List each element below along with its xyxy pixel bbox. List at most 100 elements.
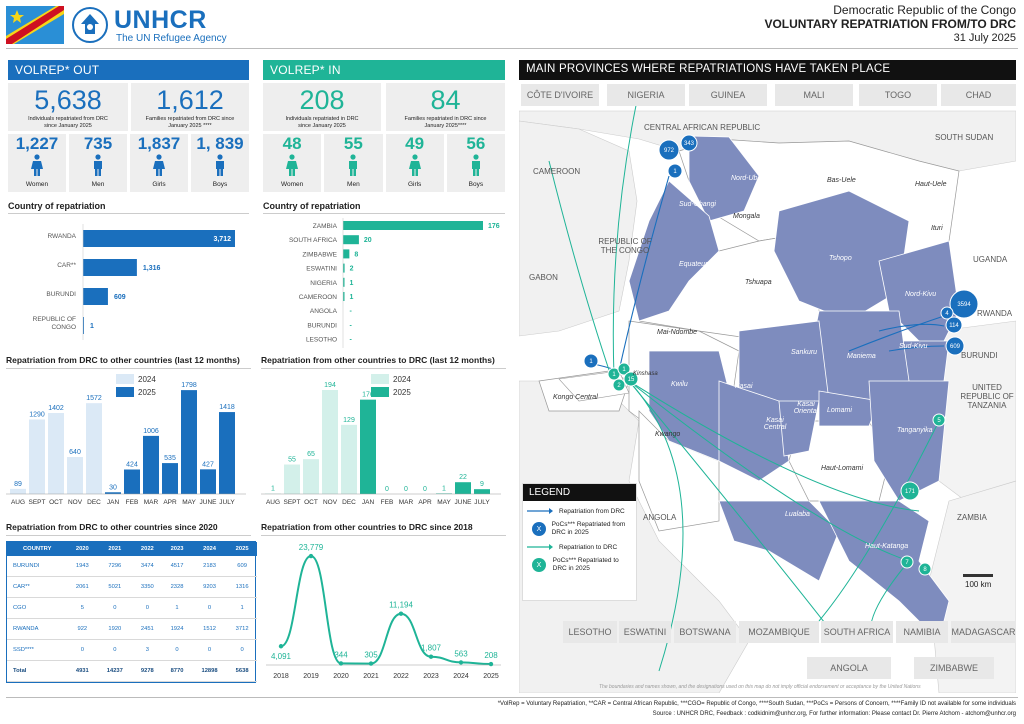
- header-country: Democratic Republic of the Congo: [833, 3, 1016, 17]
- bar-category-label: ANGOLA: [310, 308, 338, 315]
- table-header-cell: 2021: [97, 542, 133, 556]
- bar-value-label: 1: [271, 485, 275, 492]
- footer-source: Source : UNHCR DRC, Feedback : codkidnim…: [652, 711, 1016, 717]
- table-header-row: COUNTRY 2020 2021 2022 2023 2024 2025: [7, 542, 257, 556]
- legend-swatch: [371, 387, 389, 397]
- map-bubble: 343: [684, 141, 695, 147]
- x-tick-label: NOV: [323, 499, 338, 506]
- demo-label: Boys: [212, 181, 228, 188]
- demo-label: Women: [25, 181, 49, 188]
- neighbour-label: ANGOLA: [643, 513, 677, 522]
- legend-item: Repatriation from DRC: [527, 507, 632, 515]
- bar-value-label: 640: [69, 449, 81, 456]
- demo-value: 49: [405, 134, 425, 153]
- out-individuals-label: Individuals repatriated from DRC since J…: [28, 116, 108, 129]
- demo-girls: 1,837 Girls: [130, 134, 188, 192]
- province-label: Mai-Ndombe: [657, 329, 698, 336]
- bar: [474, 489, 490, 494]
- demo-value: 1,227: [15, 134, 59, 153]
- neighbour-label: ZAMBIA: [957, 513, 987, 522]
- province-label: Haut-Lomami: [821, 465, 864, 472]
- province-label: Kasai Central: [763, 417, 787, 431]
- person-icon: [191, 154, 249, 181]
- bar: [162, 463, 178, 494]
- demo-label: Boys: [468, 181, 484, 188]
- table-cell: 1316: [227, 576, 257, 598]
- x-tick-label: JUNE: [200, 499, 218, 506]
- x-tick-label: OCT: [49, 499, 63, 506]
- table-header-cell: 2025: [227, 542, 257, 556]
- bar-value-label: 30: [109, 484, 117, 491]
- x-tick-label: AUG: [11, 499, 25, 506]
- province-label: Nord-Kivu: [905, 291, 937, 298]
- footer-divider: [6, 697, 1018, 698]
- x-tick-label: DEC: [342, 499, 356, 506]
- neighbour-label: BURUNDI: [961, 351, 998, 360]
- map-bubble: 171: [905, 489, 916, 495]
- table-cell: 5638: [227, 660, 257, 682]
- bar: [343, 263, 345, 273]
- neighbour-label: GABON: [529, 273, 558, 282]
- person-icon: [386, 154, 444, 181]
- bar: [181, 390, 197, 494]
- person-icon: [447, 154, 505, 181]
- province-label: Kasai Oriental: [793, 401, 819, 415]
- table-cell: 3474: [132, 556, 163, 577]
- table-cell: 2328: [162, 576, 192, 598]
- bar-value-label: 1402: [48, 405, 64, 412]
- bar-value-label: 1418: [219, 404, 235, 411]
- table-header-cell: COUNTRY: [7, 542, 68, 556]
- demo-women: 48 Women: [263, 134, 322, 192]
- x-tick-label: JULY: [474, 499, 490, 506]
- map-bubble: 15: [628, 377, 635, 383]
- map-disclaimer: The boundaries and names shown, and the …: [599, 684, 921, 690]
- demo-value: 48: [282, 134, 302, 153]
- x-tick-label: 2022: [393, 673, 409, 680]
- bar-category-label: CAMEROON: [299, 294, 338, 301]
- legend-title: LEGEND: [523, 484, 636, 501]
- x-tick-label: JAN: [362, 499, 375, 506]
- bar: [343, 235, 359, 245]
- bar: [343, 277, 345, 287]
- drc-flag: [6, 6, 64, 44]
- bar: [83, 317, 84, 334]
- legend-label: Repatriation from DRC: [559, 507, 625, 515]
- bar-category-label: BURUNDI: [307, 322, 337, 329]
- map-bubble: 5: [937, 418, 941, 424]
- bar-value-label: -: [350, 308, 353, 315]
- neighbour-label: RWANDA: [977, 309, 1013, 318]
- legend-label: PoCs*** Repatriated from DRC in 2025: [551, 521, 626, 536]
- out-table: COUNTRY 2020 2021 2022 2023 2024 2025 BURUNDI 19…: [7, 542, 257, 682]
- map-bubble: 972: [664, 148, 675, 154]
- table-cell: 12898: [191, 660, 228, 682]
- out-families-value: 1,612: [156, 85, 224, 115]
- data-point: [398, 611, 404, 616]
- province-label: Lomami: [827, 407, 852, 414]
- demo-boys: 56 Boys: [446, 134, 505, 192]
- table-cell: 1512: [191, 618, 228, 640]
- header-divider: [6, 48, 1018, 49]
- x-tick-label: APR: [163, 499, 177, 506]
- bar: [143, 435, 159, 494]
- bar-value-label: 1: [442, 485, 446, 492]
- map-country-box: NIGERIA: [607, 84, 685, 106]
- table-cell: 3350: [132, 576, 163, 598]
- data-label: 23,779: [299, 543, 324, 552]
- x-tick-label: MAY: [437, 499, 451, 506]
- data-point: [368, 661, 374, 666]
- table-header-cell: 2020: [67, 542, 98, 556]
- province-label: Tshopo: [829, 255, 852, 262]
- demo-value: 1,837: [137, 134, 181, 153]
- bar: [343, 221, 483, 230]
- map-country-box: CÔTE D'IVOIRE: [521, 84, 599, 106]
- bar-value-label: 1290: [29, 411, 45, 418]
- title-underline: [263, 213, 505, 214]
- x-tick-label: FEB: [381, 499, 394, 506]
- map-country-box: BOTSWANA: [674, 621, 736, 643]
- bar-category-label: RWANDA: [47, 233, 76, 240]
- province-label: Kinshasa: [633, 371, 658, 377]
- bar-category-label: ZAMBIA: [313, 223, 338, 230]
- province-label: Bas-Uele: [827, 177, 856, 184]
- bar: [105, 492, 121, 494]
- person-icon: [263, 154, 321, 181]
